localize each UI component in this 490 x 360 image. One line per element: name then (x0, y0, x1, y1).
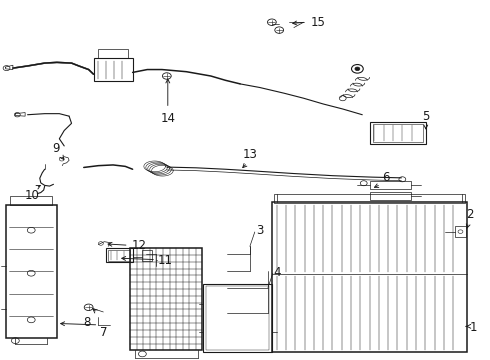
Text: 1: 1 (470, 320, 477, 333)
Bar (5, 205, 57, 338)
Text: 3: 3 (256, 224, 263, 238)
Text: 6: 6 (382, 171, 390, 184)
Bar (94, 58, 133, 81)
Text: 8: 8 (84, 316, 91, 329)
Text: 10: 10 (25, 189, 40, 202)
Text: 5: 5 (422, 110, 429, 123)
Text: 9: 9 (52, 142, 59, 155)
Text: 11: 11 (158, 254, 173, 267)
Circle shape (355, 67, 360, 71)
Bar (274, 194, 465, 203)
Bar (130, 248, 202, 350)
Bar (98, 49, 128, 58)
Bar (143, 250, 152, 261)
Bar (455, 226, 466, 237)
Bar (203, 284, 272, 352)
Bar (206, 286, 270, 350)
Bar (108, 250, 130, 261)
Text: 13: 13 (243, 148, 257, 161)
Bar (272, 202, 467, 352)
Bar (10, 196, 52, 205)
Text: 2: 2 (466, 208, 473, 221)
Bar (369, 192, 411, 200)
Bar (369, 122, 426, 144)
Bar (372, 124, 423, 142)
Bar (106, 248, 133, 262)
Bar (369, 181, 411, 189)
Text: 7: 7 (100, 326, 107, 339)
Text: 14: 14 (160, 112, 175, 125)
Text: 15: 15 (311, 16, 326, 29)
Text: 12: 12 (132, 239, 147, 252)
Text: 4: 4 (273, 266, 281, 279)
